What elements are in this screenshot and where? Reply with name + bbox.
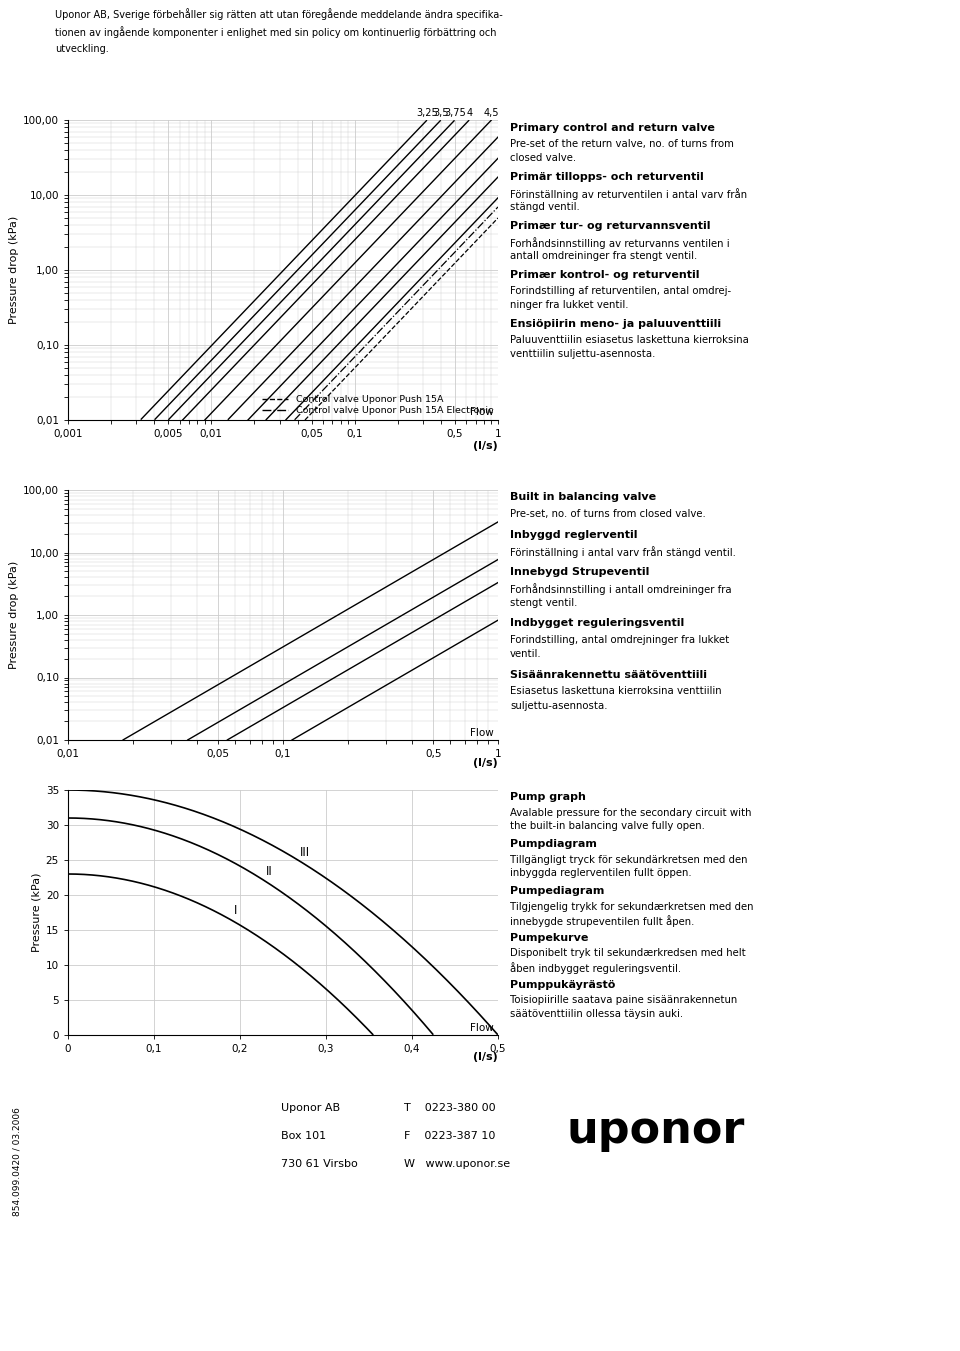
Text: Primær tur- og returvannsventil: Primær tur- og returvannsventil (510, 222, 710, 231)
Text: Uponor AB: Uponor AB (280, 1102, 340, 1113)
Text: Ensiöpiirin meno- ja paluuventtiili: Ensiöpiirin meno- ja paluuventtiili (510, 319, 721, 330)
Text: Forhåndsinnstilling av returvanns ventilen i: Forhåndsinnstilling av returvanns ventil… (510, 236, 730, 249)
Y-axis label: Pressure drop (kPa): Pressure drop (kPa) (9, 216, 19, 324)
Text: T    0223-380 00: T 0223-380 00 (404, 1102, 495, 1113)
Text: säätöventtiilin ollessa täysin auki.: säätöventtiilin ollessa täysin auki. (510, 1009, 684, 1019)
Text: II: II (266, 865, 273, 878)
Y-axis label: Pressure drop (kPa): Pressure drop (kPa) (9, 561, 19, 669)
Text: Flow: Flow (470, 407, 493, 417)
Text: Pumpekurve: Pumpekurve (510, 934, 588, 943)
Text: stengt ventil.: stengt ventil. (510, 597, 577, 608)
Text: Pump graph: Pump graph (510, 793, 586, 802)
Text: Forindstilling af returventilen, antal omdrej-: Forindstilling af returventilen, antal o… (510, 286, 732, 296)
Text: 3,5: 3,5 (433, 108, 448, 118)
Text: Avalable pressure for the secondary circuit with: Avalable pressure for the secondary circ… (510, 808, 752, 817)
Text: Innebygd Strupeventil: Innebygd Strupeventil (510, 567, 649, 577)
Text: Flow: Flow (470, 1023, 493, 1032)
Text: Tilgjengelig trykk for sekundærkretsen med den: Tilgjengelig trykk for sekundærkretsen m… (510, 901, 754, 912)
Text: Förinställning av returventilen i antal varv från: Förinställning av returventilen i antal … (510, 188, 747, 200)
Y-axis label: Pressure (kPa): Pressure (kPa) (32, 873, 41, 952)
Text: Pumppukäyrästö: Pumppukäyrästö (510, 981, 615, 990)
Text: Esiasetus laskettuna kierroksina venttiilin: Esiasetus laskettuna kierroksina venttii… (510, 686, 722, 697)
Text: tionen av ingående komponenter i enlighet med sin policy om kontinuerlig förbätt: tionen av ingående komponenter i enlighe… (55, 26, 496, 38)
Text: Primær kontrol- og returventil: Primær kontrol- og returventil (510, 270, 700, 280)
Text: Pumpediagram: Pumpediagram (510, 886, 605, 896)
Text: Tillgängligt tryck för sekundärkretsen med den: Tillgängligt tryck för sekundärkretsen m… (510, 855, 748, 865)
Text: Pre-set, no. of turns from closed valve.: Pre-set, no. of turns from closed valve. (510, 509, 706, 519)
Legend: Control valve Uponor Push 15A, Control valve Uponor Push 15A Electronic: Control valve Uponor Push 15A, Control v… (262, 394, 493, 415)
Text: I: I (234, 904, 238, 917)
Text: Pre-set of the return valve, no. of turns from: Pre-set of the return valve, no. of turn… (510, 139, 733, 149)
Text: Box 101: Box 101 (280, 1131, 326, 1142)
Text: Förinställning i antal varv från stängd ventil.: Förinställning i antal varv från stängd … (510, 546, 736, 558)
Text: Pumpdiagram: Pumpdiagram (510, 839, 597, 850)
Text: antall omdreininger fra stengt ventil.: antall omdreininger fra stengt ventil. (510, 251, 697, 261)
Text: (l/s): (l/s) (473, 440, 498, 451)
Text: Forindstilling, antal omdrejninger fra lukket: Forindstilling, antal omdrejninger fra l… (510, 635, 730, 644)
Text: 854.099.0420 / 03.2006: 854.099.0420 / 03.2006 (12, 1106, 22, 1216)
Text: ventil.: ventil. (510, 650, 541, 659)
Text: Indbygget reguleringsventil: Indbygget reguleringsventil (510, 619, 684, 628)
Text: (l/s): (l/s) (473, 1052, 498, 1062)
Text: Sisäänrakennettu säätöventtiili: Sisäänrakennettu säätöventtiili (510, 670, 707, 681)
Text: 730 61 Virsbo: 730 61 Virsbo (280, 1159, 357, 1169)
Text: Inbyggd reglerventil: Inbyggd reglerventil (510, 530, 637, 539)
Text: stängd ventil.: stängd ventil. (510, 201, 580, 212)
Text: suljettu-asennosta.: suljettu-asennosta. (510, 701, 608, 711)
Text: Primär tillopps- och returventil: Primär tillopps- och returventil (510, 172, 704, 182)
Text: closed valve.: closed valve. (510, 153, 576, 162)
Text: Forhåndsinnstilling i antall omdreininger fra: Forhåndsinnstilling i antall omdreininge… (510, 584, 732, 594)
Text: Primary control and return valve: Primary control and return valve (510, 123, 715, 132)
Text: Disponibelt tryk til sekundærkredsen med helt: Disponibelt tryk til sekundærkredsen med… (510, 948, 746, 958)
Text: F    0223-387 10: F 0223-387 10 (404, 1131, 495, 1142)
Text: 3,75: 3,75 (444, 108, 466, 118)
Text: ninger fra lukket ventil.: ninger fra lukket ventil. (510, 300, 629, 309)
Text: åben indbygget reguleringsventil.: åben indbygget reguleringsventil. (510, 962, 682, 974)
Text: uponor: uponor (566, 1109, 745, 1152)
Text: III: III (300, 846, 309, 858)
Text: 3,25: 3,25 (417, 108, 438, 118)
Text: venttiilin suljettu-asennosta.: venttiilin suljettu-asennosta. (510, 349, 656, 359)
Text: Flow: Flow (470, 727, 493, 738)
Text: the built-in balancing valve fully open.: the built-in balancing valve fully open. (510, 821, 705, 831)
Text: innebygde strupeventilen fullt åpen.: innebygde strupeventilen fullt åpen. (510, 915, 694, 927)
Text: inbyggda reglerventilen fullt öppen.: inbyggda reglerventilen fullt öppen. (510, 869, 691, 878)
Text: utveckling.: utveckling. (55, 45, 108, 54)
Text: 4,5: 4,5 (484, 108, 499, 118)
Text: 4: 4 (467, 108, 472, 118)
Text: Built in balancing valve: Built in balancing valve (510, 493, 656, 503)
Text: Uponor AB, Sverige förbehåller sig rätten att utan föregående meddelande ändra s: Uponor AB, Sverige förbehåller sig rätte… (55, 8, 503, 20)
Text: Toisiopiirille saatava paine sisäänrakennetun: Toisiopiirille saatava paine sisäänraken… (510, 996, 737, 1005)
Text: W   www.uponor.se: W www.uponor.se (404, 1159, 510, 1169)
Text: (l/s): (l/s) (473, 758, 498, 767)
Text: Paluuventtiilin esiasetus laskettuna kierroksina: Paluuventtiilin esiasetus laskettuna kie… (510, 335, 749, 345)
